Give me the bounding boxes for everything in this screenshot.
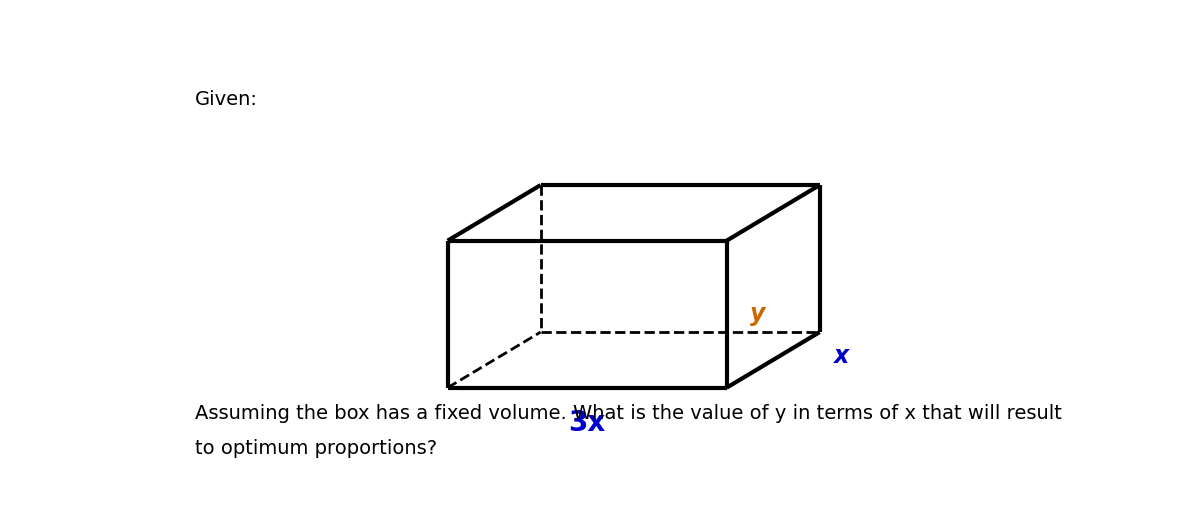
Text: Given:: Given: xyxy=(194,90,258,109)
Text: to optimum proportions?: to optimum proportions? xyxy=(194,440,437,458)
Text: Assuming the box has a fixed volume. What is the value of y in terms of x that w: Assuming the box has a fixed volume. Wha… xyxy=(194,404,1062,423)
Text: y: y xyxy=(750,302,766,326)
Text: x: x xyxy=(834,344,848,368)
Text: 3x: 3x xyxy=(569,410,606,438)
